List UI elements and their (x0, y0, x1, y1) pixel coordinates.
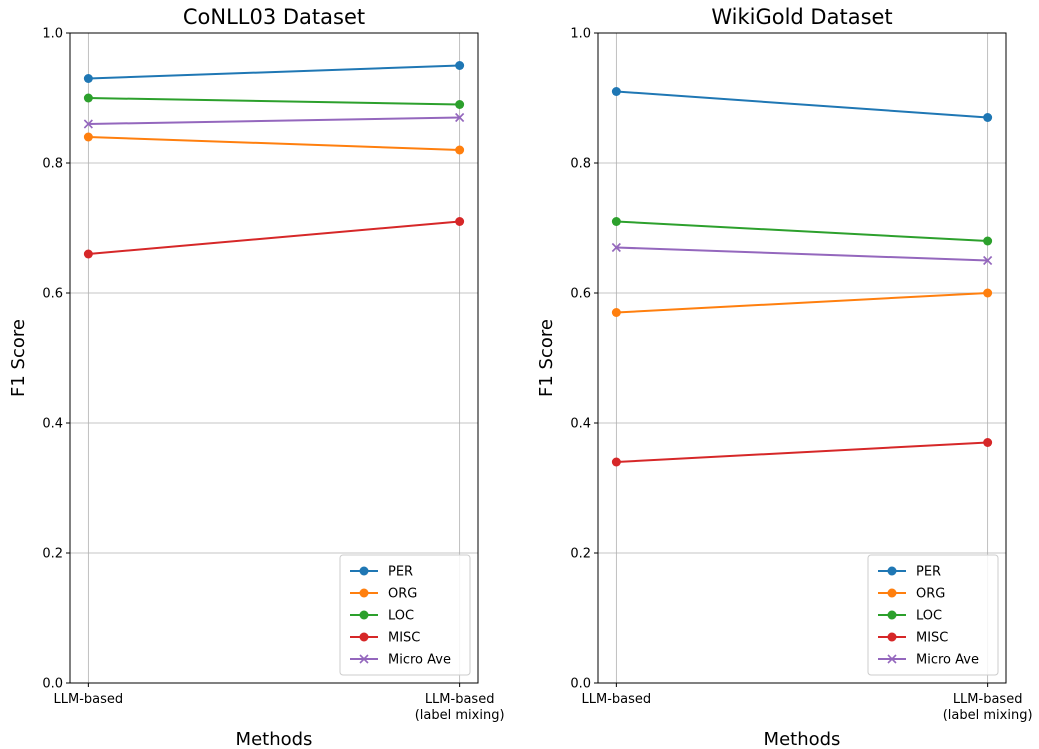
legend-label: LOC (388, 609, 414, 624)
legend: PER ORG LOC MISC Micro Ave (339, 554, 471, 676)
data-point (83, 93, 93, 103)
series-line (88, 116, 460, 125)
legend-label: ORG (388, 587, 417, 602)
y-tick-label: 0.2 (42, 547, 63, 562)
legend-item: MISC (350, 631, 420, 646)
series-line (88, 136, 460, 151)
x-axis-label: Methods (236, 729, 313, 749)
series-org (83, 132, 465, 155)
legend-label: MISC (388, 631, 420, 646)
y-tick-label: 0.4 (570, 417, 591, 432)
chart-title: WikiGold Dataset (711, 5, 892, 29)
legend-item: Micro Ave (350, 653, 451, 668)
y-tick-label: 0.8 (42, 157, 63, 172)
series-micro-ave (83, 112, 465, 129)
legend-item: ORG (350, 587, 417, 602)
series-line (88, 64, 460, 80)
data-point (455, 145, 465, 155)
y-axis-label: F1 Score (536, 319, 557, 397)
y-tick-label: 1.0 (42, 27, 63, 42)
x-tick-label: LLM-based (54, 692, 124, 707)
x-tick-label: LLM-based (582, 692, 652, 707)
series-micro-ave (611, 242, 993, 266)
series-line (88, 220, 460, 255)
data-point (83, 74, 93, 83)
data-point (983, 236, 993, 246)
legend-item: MISC (878, 631, 948, 646)
chart-1: 0.0 0.2 0.4 0.6 0.8 1.0 LLM-based LLM-based (lab… (8, 5, 505, 749)
legend-item: LOC (350, 609, 414, 624)
legend-label: LOC (916, 609, 942, 624)
series-misc (611, 438, 993, 467)
data-point (455, 112, 465, 123)
data-point (611, 242, 621, 253)
y-tick-label: 1.0 (570, 27, 591, 42)
y-tick-label: 0.8 (570, 157, 591, 172)
x-tick-label: LLM-based (label mixing) (943, 692, 1033, 723)
data-point (455, 100, 465, 109)
y-tick-label: 0.6 (570, 287, 591, 302)
chart-2: 0.0 0.2 0.4 0.6 0.8 1.0 LLM-based LLM-based (lab… (536, 5, 1033, 749)
chart-title: CoNLL03 Dataset (183, 5, 365, 29)
legend-label: MISC (916, 631, 948, 646)
data-point (83, 249, 93, 259)
data-point (611, 308, 621, 317)
data-point (455, 217, 465, 226)
data-point (983, 113, 993, 122)
y-tick-label: 0.0 (42, 677, 63, 692)
series-loc (83, 93, 465, 109)
series-line (616, 441, 988, 463)
data-point (83, 119, 93, 129)
x-axis-label: Methods (764, 729, 841, 749)
y-tick-label: 0.6 (42, 287, 63, 302)
legend-item: Micro Ave (878, 653, 979, 668)
plot-frame (69, 32, 479, 684)
series-line (616, 220, 988, 242)
legend-label: PER (388, 565, 413, 580)
data-point (611, 217, 621, 226)
legend-item: ORG (878, 587, 945, 602)
series-org (611, 288, 993, 317)
data-point (455, 61, 465, 70)
data-point (983, 255, 993, 266)
legend-box (867, 554, 999, 676)
y-tick-label: 0.2 (570, 547, 591, 562)
x-tick-label: LLM-based (label mixing) (415, 692, 505, 723)
series-line (616, 90, 988, 119)
series-line (616, 292, 988, 314)
data-point (83, 132, 93, 142)
data-point (983, 288, 993, 298)
series-line (88, 97, 460, 106)
series-misc (83, 217, 465, 259)
legend-box (339, 554, 471, 676)
data-point (983, 438, 993, 447)
legend-label: Micro Ave (916, 653, 979, 668)
legend-item: PER (878, 565, 941, 580)
series-loc (611, 217, 993, 246)
y-axis-label: F1 Score (8, 319, 29, 397)
legend-item: LOC (878, 609, 942, 624)
y-tick-label: 0.4 (42, 417, 63, 432)
legend: PER ORG LOC MISC Micro Ave (867, 554, 999, 676)
series-line (616, 246, 988, 262)
y-tick-label: 0.0 (570, 677, 591, 692)
series-per (83, 61, 465, 83)
legend-label: PER (916, 565, 941, 580)
data-point (611, 457, 621, 467)
data-point (611, 87, 621, 96)
series-per (611, 87, 993, 122)
legend-label: ORG (916, 587, 945, 602)
legend-label: Micro Ave (388, 653, 451, 668)
plot-frame (597, 32, 1007, 684)
legend-item: PER (350, 565, 413, 580)
